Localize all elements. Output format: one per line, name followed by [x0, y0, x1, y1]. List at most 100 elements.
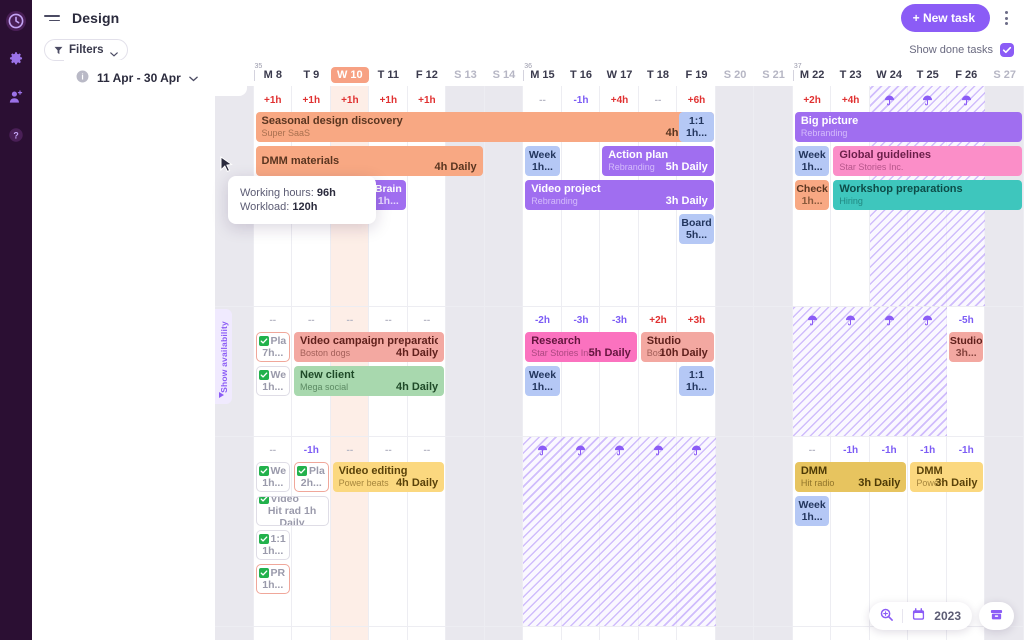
task-project: Mega social [300, 382, 349, 392]
day-header-t-9[interactable]: T 9 [303, 69, 320, 81]
task-bar[interactable]: Action plan Rebranding 5h Daily [602, 146, 714, 176]
hour-delta: +4h [841, 94, 860, 106]
done-chip-head: PR [258, 567, 288, 579]
task-bar[interactable]: Check 1h... [794, 180, 830, 210]
hour-delta: -- [808, 444, 816, 456]
task-bar[interactable]: New client Mega social 4h Daily [294, 366, 445, 396]
gear-icon[interactable] [5, 48, 27, 70]
done-chip-sub: 7h... [262, 347, 284, 359]
task-bar[interactable]: Big picture Rebranding [794, 112, 1022, 142]
done-chip-head: Pla [297, 465, 326, 477]
task-bar[interactable]: 1:1 1h... [679, 366, 714, 396]
top-bar: Design + New task [32, 0, 1024, 36]
day-header-w-17[interactable]: W 17 [606, 69, 633, 81]
task-bar[interactable]: Video project Rebranding 3h Daily [525, 180, 714, 210]
date-range-selector[interactable]: i 11 Apr - 30 Apr [64, 60, 247, 96]
task-project: 1h... [531, 162, 553, 173]
day-header-f-26[interactable]: F 26 [955, 69, 978, 81]
done-task-chip[interactable]: Pla 7h... [255, 332, 291, 362]
day-column [754, 86, 793, 640]
task-bar[interactable]: Week 1h... [525, 146, 560, 176]
checkmark-icon [258, 534, 269, 544]
day-header-t-11[interactable]: T 11 [377, 69, 400, 81]
done-chip-sub: 2h... [300, 477, 322, 489]
archive-control[interactable] [979, 602, 1014, 630]
task-bar[interactable]: 1:1 1h... [679, 112, 714, 142]
day-header-m-22[interactable]: M 22 [799, 69, 825, 81]
checkmark-icon [258, 370, 269, 380]
task-bar[interactable]: Week 1h... [525, 366, 560, 396]
hour-delta: -1h [843, 444, 859, 456]
task-bar[interactable]: Workshop preparations Hiring [833, 180, 1022, 210]
day-header-s-27[interactable]: S 27 [993, 69, 1017, 81]
day-header-s-14[interactable]: S 14 [492, 69, 516, 81]
task-bar[interactable]: Studio Bost 10h Daily [640, 332, 714, 362]
day-column [523, 86, 562, 640]
task-bar[interactable]: DMM materials 4h Daily [255, 146, 483, 176]
add-person-icon[interactable] [5, 86, 27, 108]
date-range-chevron-icon[interactable] [189, 71, 198, 85]
clock-logo-icon[interactable] [5, 10, 27, 32]
day-header-w-10[interactable]: W 10 [330, 64, 370, 86]
day-header-w-24[interactable]: W 24 [876, 69, 902, 81]
filters-button[interactable]: Filters [44, 39, 128, 61]
done-task-chip[interactable]: Pla 2h... [294, 462, 329, 492]
zoom-icon[interactable] [880, 608, 894, 624]
day-header-t-23[interactable]: T 23 [839, 69, 862, 81]
workload-tooltip: Working hours: 96h Workload: 120h [228, 176, 376, 224]
calendar-icon[interactable] [912, 608, 925, 624]
task-bar[interactable]: DMM Hit radio 3h Daily [794, 462, 907, 492]
day-column [254, 86, 293, 640]
task-title: Brain [374, 183, 402, 195]
done-chip-head: We [258, 465, 288, 477]
help-icon[interactable]: ? [5, 124, 27, 146]
day-header-s-13[interactable]: S 13 [454, 69, 477, 81]
menu-toggle-icon[interactable] [44, 12, 60, 24]
day-header-s-20[interactable]: S 20 [723, 69, 747, 81]
zoom-and-year-control[interactable]: 2023 [869, 602, 972, 630]
day-header-t-25[interactable]: T 25 [916, 69, 939, 81]
task-bar[interactable]: Video campaign preparation Boston dogs 4h … [294, 332, 445, 362]
task-bar[interactable]: Week 1h... [794, 146, 830, 176]
hour-delta: +1h [341, 94, 359, 106]
task-bar[interactable]: Board 5h... [679, 214, 714, 244]
task-project: 1h... [686, 382, 708, 393]
task-project: Power beats [338, 478, 389, 488]
hour-delta: -3h [611, 314, 627, 326]
task-project: Boston dogs [300, 348, 351, 358]
show-done-checkbox[interactable] [1000, 43, 1014, 57]
day-header-t-18[interactable]: T 18 [647, 69, 670, 81]
show-availability-tab[interactable]: Show availability [215, 309, 232, 404]
done-task-chip[interactable]: We 1h... [255, 462, 291, 492]
task-bar[interactable]: Brain 1h... [371, 180, 406, 210]
tooltip-working-hours-value: 96h [316, 187, 336, 199]
day-header-f-12[interactable]: F 12 [415, 69, 438, 81]
kebab-menu-icon[interactable] [998, 9, 1014, 27]
task-bar[interactable]: Global guidelines Star Stories Inc. [833, 146, 1022, 176]
task-bar[interactable]: Video editing Power beats 4h Daily [332, 462, 445, 492]
time-off-umbrella-icon [639, 440, 678, 460]
task-bar[interactable]: Research Star Stories Inc. 5h Daily [525, 332, 637, 362]
info-icon[interactable]: i [76, 70, 89, 86]
task-bar[interactable]: DMM Power 3h Daily [910, 462, 984, 492]
done-chip-sub: 1h... [262, 477, 284, 489]
day-header-t-16[interactable]: T 16 [569, 69, 592, 81]
done-chip-title: Pla [270, 335, 287, 347]
archive-icon[interactable] [990, 608, 1003, 624]
day-header-m-15[interactable]: M 15 [530, 69, 555, 81]
done-task-chip[interactable]: 1:1 1h... [255, 530, 291, 560]
day-header-m-8[interactable]: M 8 [263, 69, 282, 81]
done-task-chip[interactable]: We 1h... [255, 366, 291, 396]
day-column [369, 86, 408, 640]
task-bar[interactable]: Studio 3h... [948, 332, 984, 362]
task-bar[interactable]: Week 1h... [794, 496, 830, 526]
new-task-button[interactable]: + New task [900, 4, 990, 32]
done-chip-title: PR [270, 567, 286, 579]
done-task-chip[interactable]: PR 1h... [255, 564, 291, 594]
task-duration: 4h Daily [395, 347, 439, 359]
day-header-s-21[interactable]: S 21 [762, 69, 785, 81]
done-task-chip[interactable]: Video Hit rad 1h Daily [255, 496, 329, 526]
day-column [446, 86, 485, 640]
day-header-f-19[interactable]: F 19 [685, 69, 708, 81]
